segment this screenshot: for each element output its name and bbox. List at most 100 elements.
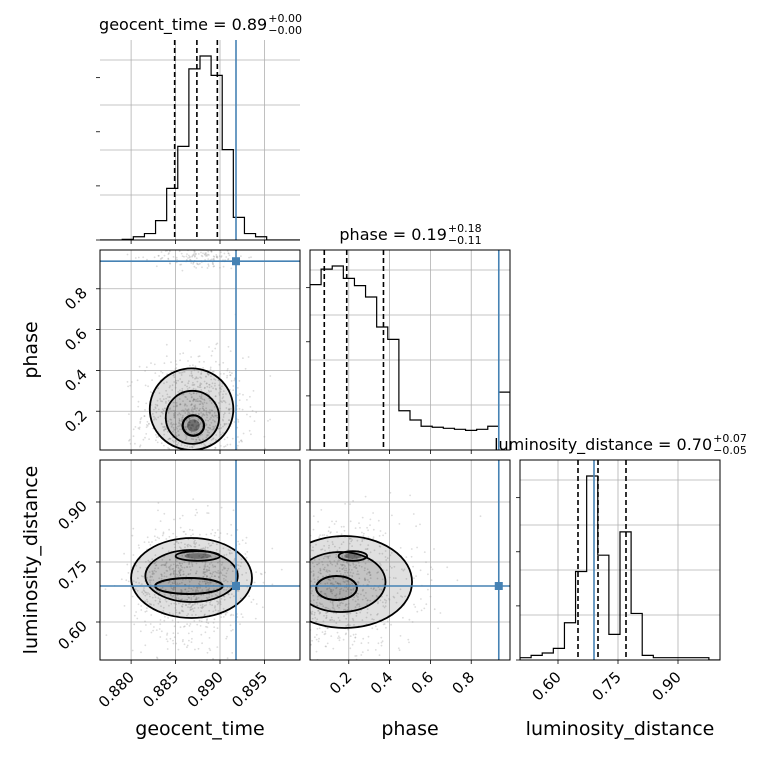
sample-point xyxy=(297,604,299,606)
sample-point xyxy=(196,425,198,427)
sample-point xyxy=(290,651,292,653)
sample-point xyxy=(217,600,219,603)
sample-point xyxy=(173,412,176,414)
sample-point xyxy=(201,433,203,436)
sample-point xyxy=(324,630,327,633)
sample-point xyxy=(167,582,170,584)
sample-point xyxy=(343,615,345,617)
sample-point xyxy=(346,579,349,582)
sample-point xyxy=(135,564,138,567)
sample-point xyxy=(194,408,196,410)
sample-point xyxy=(196,263,199,266)
sample-point xyxy=(186,388,189,390)
sample-point xyxy=(291,580,293,582)
sample-point xyxy=(238,441,241,443)
sample-point xyxy=(179,569,182,572)
sample-point xyxy=(290,572,292,574)
sample-point xyxy=(199,434,202,437)
sample-point xyxy=(316,604,318,607)
sample-point xyxy=(356,581,359,584)
sample-point xyxy=(179,246,181,248)
hist-panel-geocent_time-content xyxy=(100,40,300,240)
sample-point xyxy=(276,509,278,511)
sample-point xyxy=(174,405,177,408)
sample-point xyxy=(204,631,207,634)
sample-point xyxy=(229,624,232,627)
sample-point xyxy=(346,562,349,564)
sample-point xyxy=(187,603,190,605)
sample-point xyxy=(167,257,170,260)
sample-point xyxy=(175,363,178,366)
sample-point xyxy=(227,549,230,551)
sample-point xyxy=(161,547,164,550)
sample-point xyxy=(354,636,357,639)
sample-point xyxy=(206,372,209,375)
sample-point xyxy=(378,545,381,548)
sample-point xyxy=(173,413,176,416)
sample-point xyxy=(345,583,348,586)
sample-point xyxy=(194,614,197,616)
sample-point xyxy=(240,618,242,620)
sample-point xyxy=(205,604,208,606)
sample-point xyxy=(305,584,307,586)
sample-point xyxy=(186,599,189,601)
sample-point xyxy=(166,632,169,635)
sample-point xyxy=(172,374,175,377)
sample-point xyxy=(164,563,167,566)
sample-point xyxy=(240,561,243,564)
sample-point xyxy=(216,603,219,606)
sample-point xyxy=(157,254,160,257)
sample-point xyxy=(198,479,200,481)
sample-point xyxy=(190,356,193,358)
contour-2 xyxy=(144,549,239,603)
sample-point xyxy=(154,372,157,374)
sample-point xyxy=(335,593,338,596)
sample-point xyxy=(134,588,137,591)
sample-point xyxy=(366,599,369,602)
sample-point xyxy=(289,573,291,575)
sample-point xyxy=(357,598,359,601)
sample-point xyxy=(194,428,196,431)
sample-point xyxy=(358,564,361,567)
sample-point xyxy=(311,590,313,592)
sample-point xyxy=(172,594,175,597)
sample-point xyxy=(152,604,155,606)
sample-point xyxy=(195,570,198,573)
hist-panel-luminosity_distance-content xyxy=(520,460,720,660)
sample-point xyxy=(409,494,411,497)
sample-point xyxy=(170,572,172,575)
sample-point xyxy=(348,537,351,540)
sample-point xyxy=(192,595,195,598)
sample-point xyxy=(172,563,175,566)
sample-point xyxy=(142,575,145,578)
sample-point xyxy=(159,258,162,260)
sample-point xyxy=(207,542,210,545)
sample-point xyxy=(345,603,348,606)
sample-point xyxy=(160,400,162,402)
sample-point xyxy=(357,592,360,595)
sample-point xyxy=(310,612,313,615)
sample-point xyxy=(206,575,208,577)
sample-point xyxy=(340,533,343,536)
sample-point xyxy=(210,532,213,535)
sample-point xyxy=(164,472,166,474)
sample-point xyxy=(366,608,369,610)
sample-point xyxy=(242,357,244,359)
sample-point xyxy=(142,256,145,259)
sample-point xyxy=(236,387,239,389)
sample-point xyxy=(250,601,253,604)
sample-point xyxy=(197,597,200,599)
sample-point xyxy=(168,252,170,255)
sample-point xyxy=(209,412,211,415)
sample-point xyxy=(201,266,203,269)
sample-point xyxy=(303,565,305,567)
y-axis-label-phase: phase xyxy=(20,321,42,378)
sample-point xyxy=(211,414,214,417)
sample-point xyxy=(323,568,326,571)
sample-point xyxy=(364,548,367,551)
sample-point xyxy=(205,436,208,439)
sample-point xyxy=(224,445,227,447)
sample-point xyxy=(204,419,207,422)
sample-point xyxy=(184,543,186,546)
sample-point xyxy=(303,594,305,596)
